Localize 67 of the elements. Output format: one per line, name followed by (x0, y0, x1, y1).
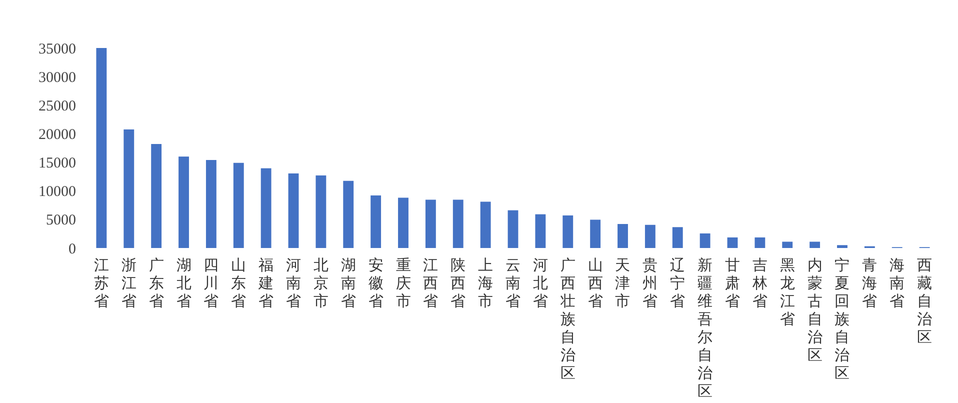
bar (233, 162, 244, 248)
x-tick-label: 广东省 (148, 256, 164, 310)
x-tick-label: 湖南省 (340, 256, 356, 310)
x-tick-label: 宁夏回族自治区 (834, 256, 850, 382)
bar (151, 144, 162, 248)
x-tick-label: 福建省 (258, 256, 274, 310)
x-tick-label: 江苏省 (94, 256, 109, 310)
bar (260, 168, 272, 248)
x-tick-label: 青海省 (862, 256, 878, 310)
x-tick-label: 西藏自治区 (917, 256, 932, 346)
x-tick-label: 海南省 (890, 256, 905, 310)
bar (288, 173, 299, 248)
bar (590, 220, 601, 248)
bar (425, 200, 436, 248)
x-tick-label: 广西壮族自治区 (559, 256, 576, 382)
bar (754, 237, 766, 248)
bar (316, 175, 326, 248)
x-tick-label: 贵州省 (642, 256, 658, 310)
x-tick-label: 湖北省 (176, 256, 192, 310)
x-tick-label: 黑龙江省 (780, 256, 795, 328)
x-tick-label: 山西省 (588, 256, 603, 310)
bar (644, 224, 656, 248)
bar (727, 237, 738, 248)
x-tick-label: 云南省 (506, 256, 520, 310)
x-tick-label: 北京市 (313, 256, 328, 310)
x-tick-label: 四川省 (204, 256, 219, 310)
bar (810, 242, 820, 248)
x-tick-label: 辽宁省 (670, 256, 686, 310)
y-tick-label: 15000 (38, 156, 76, 172)
bar (618, 224, 628, 248)
x-tick-label: 浙江省 (121, 256, 136, 310)
x-tick-label: 河南省 (286, 256, 302, 310)
y-tick-label: 35000 (38, 41, 76, 58)
bar (398, 198, 408, 248)
y-tick-label: 5000 (46, 212, 76, 229)
bar (837, 245, 848, 248)
x-tick-label: 江西省 (423, 256, 438, 310)
y-tick-label: 25000 (38, 98, 76, 114)
x-tick-label: 安徽省 (368, 256, 384, 310)
bar (178, 156, 189, 248)
bar (700, 233, 710, 248)
x-tick-label: 上海市 (478, 256, 494, 310)
x-tick-label: 天津市 (615, 256, 630, 310)
bar (535, 214, 546, 248)
bar (370, 195, 382, 248)
bar (508, 210, 518, 248)
bar (452, 200, 464, 248)
bar (672, 227, 683, 248)
bar (206, 160, 216, 248)
x-tick-label: 河北省 (532, 256, 548, 310)
bar (562, 215, 574, 248)
y-tick-label: 0 (68, 241, 76, 258)
x-tick-label: 山东省 (231, 256, 246, 310)
bar (96, 48, 107, 248)
bar (782, 242, 793, 248)
y-tick-label: 30000 (38, 70, 76, 86)
y-tick-label: 20000 (38, 126, 76, 143)
bar (480, 202, 491, 248)
bar (124, 129, 134, 248)
y-tick-label: 10000 (38, 184, 76, 200)
x-tick-label: 内蒙古自治区 (807, 256, 822, 364)
x-tick-label: 甘肃省 (724, 256, 740, 310)
x-tick-label: 新疆维吾尔自治区 (698, 256, 713, 400)
x-tick-label: 重庆市 (396, 256, 411, 310)
x-tick-label: 吉林省 (751, 256, 768, 310)
bar (343, 180, 354, 248)
x-tick-label: 陕西省 (450, 256, 466, 310)
